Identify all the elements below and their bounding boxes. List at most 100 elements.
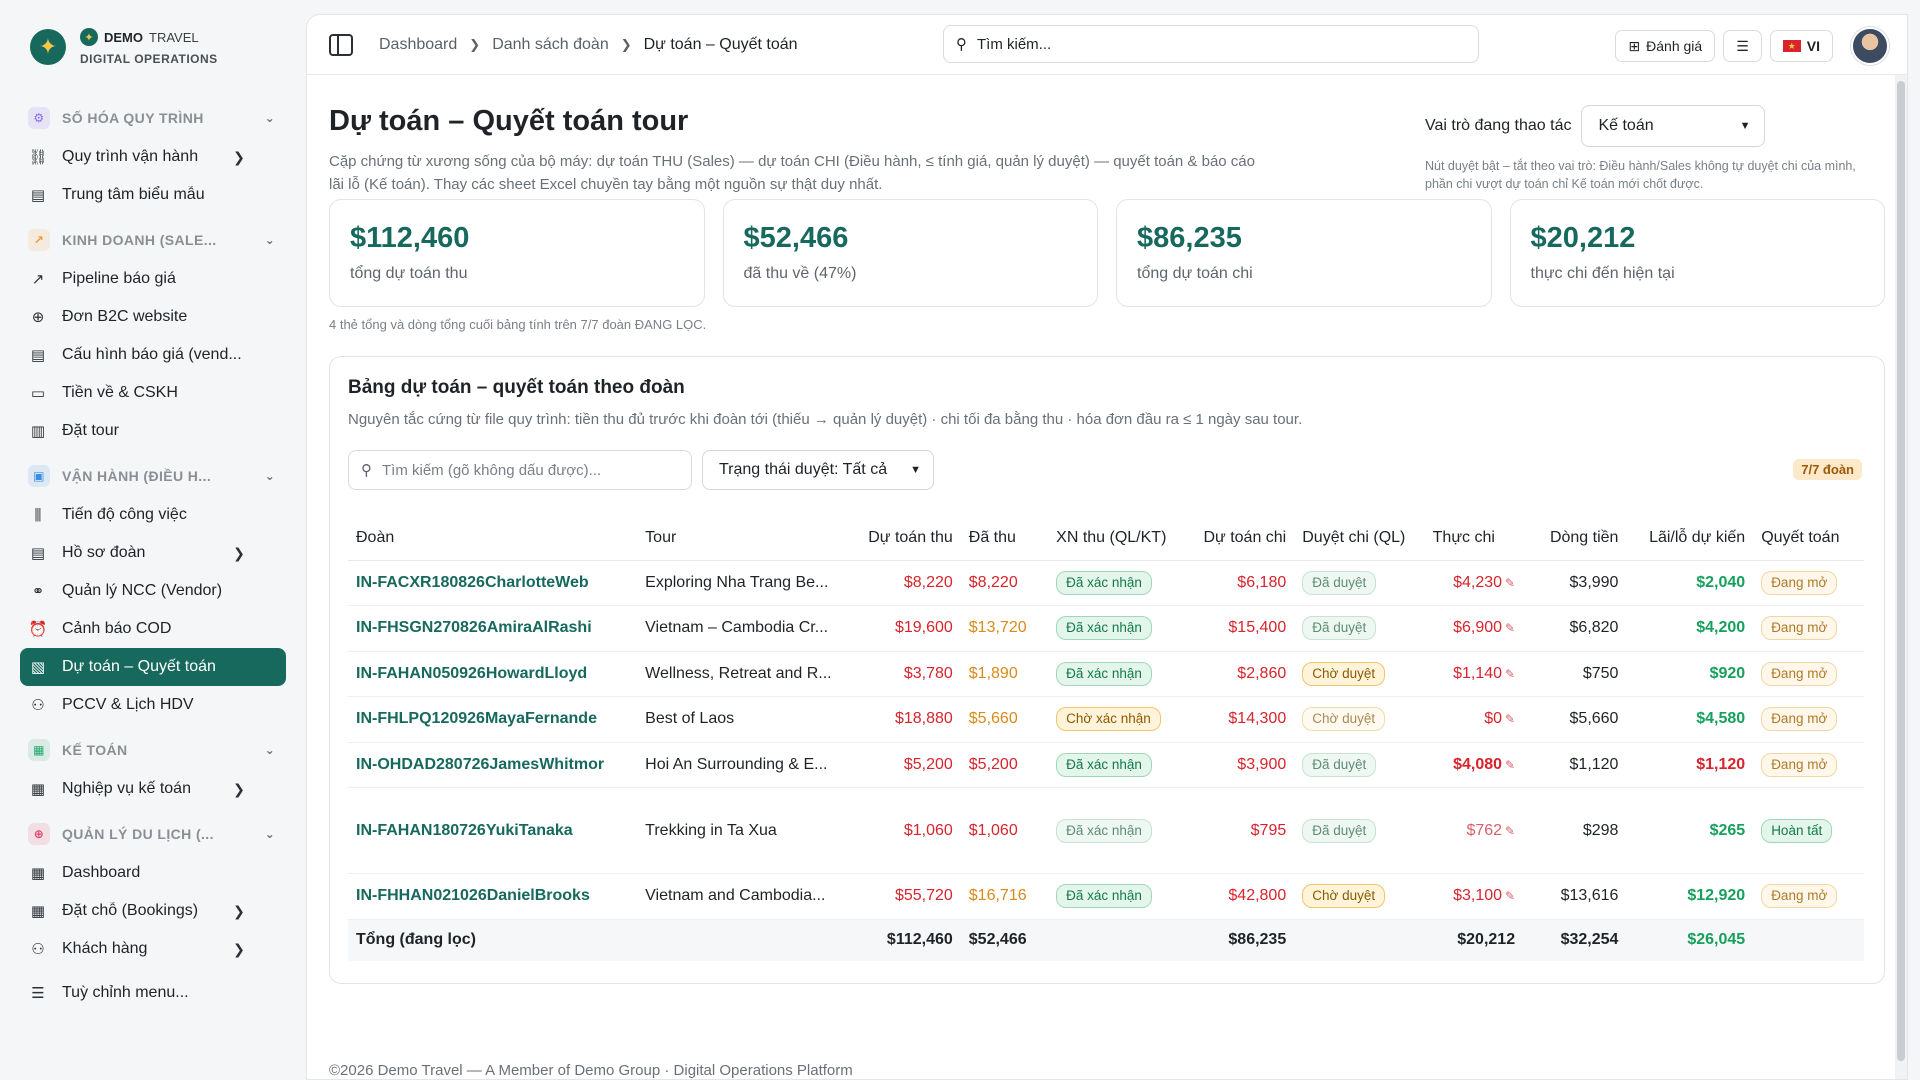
revenue-confirm-badge[interactable]: Chờ xác nhận: [1056, 707, 1161, 732]
cost-approval-badge[interactable]: Đã duyệt: [1302, 570, 1377, 595]
table-row[interactable]: IN-FHSGN270826AmiraAlRashi Vietnam – Cam…: [348, 605, 1864, 652]
sidebar-item-4-0[interactable]: ▦ Dashboard: [20, 854, 286, 892]
sidebar-item-0-1[interactable]: ▤ Trung tâm biểu mẫu: [20, 176, 286, 214]
settlement-badge[interactable]: Đang mở: [1761, 884, 1838, 909]
settlement-badge[interactable]: Đang mở: [1761, 570, 1838, 595]
group-code-link[interactable]: IN-FAHAN180726YukiTanaka: [348, 787, 638, 874]
settlement-badge[interactable]: Hoàn tất: [1761, 818, 1833, 843]
edit-pencil-icon[interactable]: ✎: [1505, 621, 1516, 636]
document-icon: ▤: [30, 347, 46, 364]
sidebar-section-2[interactable]: ▣ VẬN HÀNH (ĐIỀU H... ⌄: [20, 456, 286, 496]
group-code-link[interactable]: IN-FAHAN050926HowardLloyd: [348, 651, 638, 697]
breadcrumb-group-list[interactable]: Danh sách đoàn: [492, 35, 609, 53]
edit-pencil-icon[interactable]: ✎: [1505, 575, 1516, 590]
edit-pencil-icon[interactable]: ✎: [1505, 666, 1516, 681]
table-row[interactable]: IN-FAHAN050926HowardLloyd Wellness, Retr…: [348, 651, 1864, 697]
sidebar-item-1-2[interactable]: ▤ Cấu hình báo giá (vend...: [20, 336, 286, 374]
sidebar-item-3-0[interactable]: ▦ Nghiệp vụ kế toán ❯: [20, 770, 286, 808]
role-select[interactable]: Kế toán ▼: [1581, 105, 1766, 147]
group-code-link[interactable]: IN-FACXR180826CharlotteWeb: [348, 560, 638, 606]
cost-approval-badge[interactable]: Chờ duyệt: [1302, 707, 1386, 732]
sidebar-item-2-3[interactable]: ⏰ Cảnh báo COD: [20, 610, 286, 648]
col-header-group[interactable]: Đoàn: [348, 516, 638, 561]
status-filter-select[interactable]: Trạng thái duyệt: Tất cả ▼: [702, 450, 934, 490]
tour-name: Hoi An Surrounding & E...: [637, 742, 849, 788]
collected: $5,200: [960, 742, 1049, 788]
cost-approval-badge[interactable]: Đã duyệt: [1302, 616, 1377, 641]
col-header-collected[interactable]: Đã thu: [960, 516, 1049, 561]
cost-approval-badge[interactable]: Chờ duyệt: [1302, 661, 1386, 686]
scrollbar-thumb[interactable]: [1897, 81, 1905, 1061]
sidebar-section-4[interactable]: ⊕ QUẢN LÝ DU LỊCH (... ⌄: [20, 814, 286, 854]
edit-pencil-icon[interactable]: ✎: [1505, 889, 1516, 904]
group-code-link[interactable]: IN-FHHAN021026DanielBrooks: [348, 873, 638, 920]
col-header-settlement[interactable]: Quyết toán: [1753, 516, 1864, 561]
revenue-confirm-badge[interactable]: Đã xác nhận: [1056, 570, 1152, 595]
revenue-confirm-badge[interactable]: Đã xác nhận: [1056, 818, 1152, 843]
brand[interactable]: ✦ ✦ DEMO TRAVEL DIGITAL OPERATIONS: [20, 22, 286, 72]
revenue-confirm-badge[interactable]: Đã xác nhận: [1056, 616, 1152, 641]
group-code-link[interactable]: IN-OHDAD280726JamesWhitmor: [348, 742, 638, 788]
col-header-cost-plan[interactable]: Dự toán chi: [1185, 516, 1295, 561]
trend-up-icon: ↗: [28, 229, 50, 251]
sidebar-item-0-0[interactable]: ⛓ Quy trình vận hành ❯: [20, 138, 286, 176]
table-search-input[interactable]: ⚲ Tìm kiếm (gõ không dấu được)...: [348, 450, 692, 490]
edit-pencil-icon[interactable]: ✎: [1505, 757, 1516, 772]
table-row[interactable]: IN-FACXR180826CharlotteWeb Exploring Nha…: [348, 560, 1864, 606]
col-header-actual-cost[interactable]: Thực chi: [1424, 516, 1524, 561]
checklist-icon: ☰: [1736, 37, 1749, 54]
table-row[interactable]: IN-OHDAD280726JamesWhitmor Hoi An Surrou…: [348, 742, 1864, 788]
settlement-badge[interactable]: Đang mở: [1761, 707, 1838, 732]
edit-pencil-icon[interactable]: ✎: [1505, 823, 1516, 838]
revenue-confirm-badge[interactable]: Đã xác nhận: [1056, 661, 1152, 686]
cost-plan: $14,300: [1185, 696, 1295, 743]
table-row[interactable]: IN-FHHAN021026DanielBrooks Vietnam and C…: [348, 873, 1864, 920]
sidebar-item-1-1[interactable]: ⊕ Đơn B2C website: [20, 298, 286, 336]
sidebar-item-4-1[interactable]: ▦ Đặt chỗ (Bookings) ❯: [20, 892, 286, 930]
sidebar-section-0[interactable]: ⚙ SỐ HÓA QUY TRÌNH ⌄: [20, 98, 286, 138]
sidebar-item-2-5[interactable]: ⚇ PCCV & Lịch HDV: [20, 686, 286, 724]
sidebar-item-4-2[interactable]: ⚇ Khách hàng ❯: [20, 930, 286, 968]
tour-name: Exploring Nha Trang Be...: [637, 560, 849, 606]
table-row[interactable]: IN-FHLPQ120926MayaFernande Best of Laos …: [348, 696, 1864, 743]
customize-menu-button[interactable]: ☰ Tuỳ chỉnh menu...: [20, 974, 286, 1012]
group-code-link[interactable]: IN-FHSGN270826AmiraAlRashi: [348, 605, 638, 652]
sidebar-item-1-4[interactable]: ▥ Đặt tour: [20, 412, 286, 450]
page-scrollbar[interactable]: [1895, 75, 1907, 1079]
sidebar-section-3[interactable]: ▦ KẾ TOÁN ⌄: [20, 730, 286, 770]
avatar[interactable]: [1851, 27, 1889, 65]
sidebar-toggle-icon[interactable]: [329, 33, 353, 56]
edit-pencil-icon[interactable]: ✎: [1505, 712, 1516, 727]
language-button[interactable]: ★ VI: [1769, 30, 1833, 62]
global-search-input[interactable]: ⚲ Tìm kiếm...: [943, 25, 1479, 63]
cost-approval-badge[interactable]: Chờ duyệt: [1302, 884, 1386, 909]
sidebar-item-2-4[interactable]: ▧ Dự toán – Quyết toán: [20, 648, 286, 686]
col-header-pnl[interactable]: Lãi/lỗ dự kiến: [1626, 516, 1754, 561]
col-header-cost-approval[interactable]: Duyệt chi (QL): [1294, 516, 1425, 561]
revenue-confirm-badge[interactable]: Đã xác nhận: [1056, 752, 1152, 777]
sidebar-item-2-1[interactable]: ▤ Hồ sơ đoàn ❯: [20, 534, 286, 572]
settlement-badge[interactable]: Đang mở: [1761, 661, 1838, 686]
feedback-button[interactable]: ⊞ Đánh giá: [1615, 30, 1716, 62]
sidebar-item-2-2[interactable]: ⚭ Quản lý NCC (Vendor): [20, 572, 286, 610]
group-code-link[interactable]: IN-FHLPQ120926MayaFernande: [348, 696, 638, 743]
settlement-badge[interactable]: Đang mở: [1761, 752, 1838, 777]
sidebar-item-label: Cấu hình báo giá (vend...: [62, 346, 242, 363]
col-header-revenue-confirm[interactable]: XN thu (QL/KT): [1048, 516, 1186, 561]
breadcrumb: Dashboard ❯ Danh sách đoàn ❯ Dự toán – Q…: [379, 36, 798, 54]
col-header-revenue-plan[interactable]: Dự toán thu: [848, 516, 961, 561]
checklist-button[interactable]: ☰: [1723, 30, 1762, 62]
col-header-cashflow[interactable]: Dòng tiền: [1523, 516, 1627, 561]
sidebar-section-1[interactable]: ↗ KINH DOANH (SALE... ⌄: [20, 220, 286, 260]
sidebar-item-2-0[interactable]: ⫼ Tiến độ công việc: [20, 496, 286, 534]
settlement-badge[interactable]: Đang mở: [1761, 616, 1838, 641]
cost-approval-badge[interactable]: Đã duyệt: [1302, 818, 1377, 843]
table-row[interactable]: IN-FAHAN180726YukiTanaka Trekking in Ta …: [348, 787, 1864, 874]
sidebar-item-1-0[interactable]: ↗ Pipeline báo giá: [20, 260, 286, 298]
cost-approval-badge[interactable]: Đã duyệt: [1302, 752, 1377, 777]
sidebar-item-1-3[interactable]: ▭ Tiền về & CSKH: [20, 374, 286, 412]
breadcrumb-dashboard[interactable]: Dashboard: [379, 35, 458, 53]
search-icon: ⚲: [956, 36, 967, 53]
col-header-tour[interactable]: Tour: [637, 516, 849, 561]
revenue-confirm-badge[interactable]: Đã xác nhận: [1056, 884, 1152, 909]
